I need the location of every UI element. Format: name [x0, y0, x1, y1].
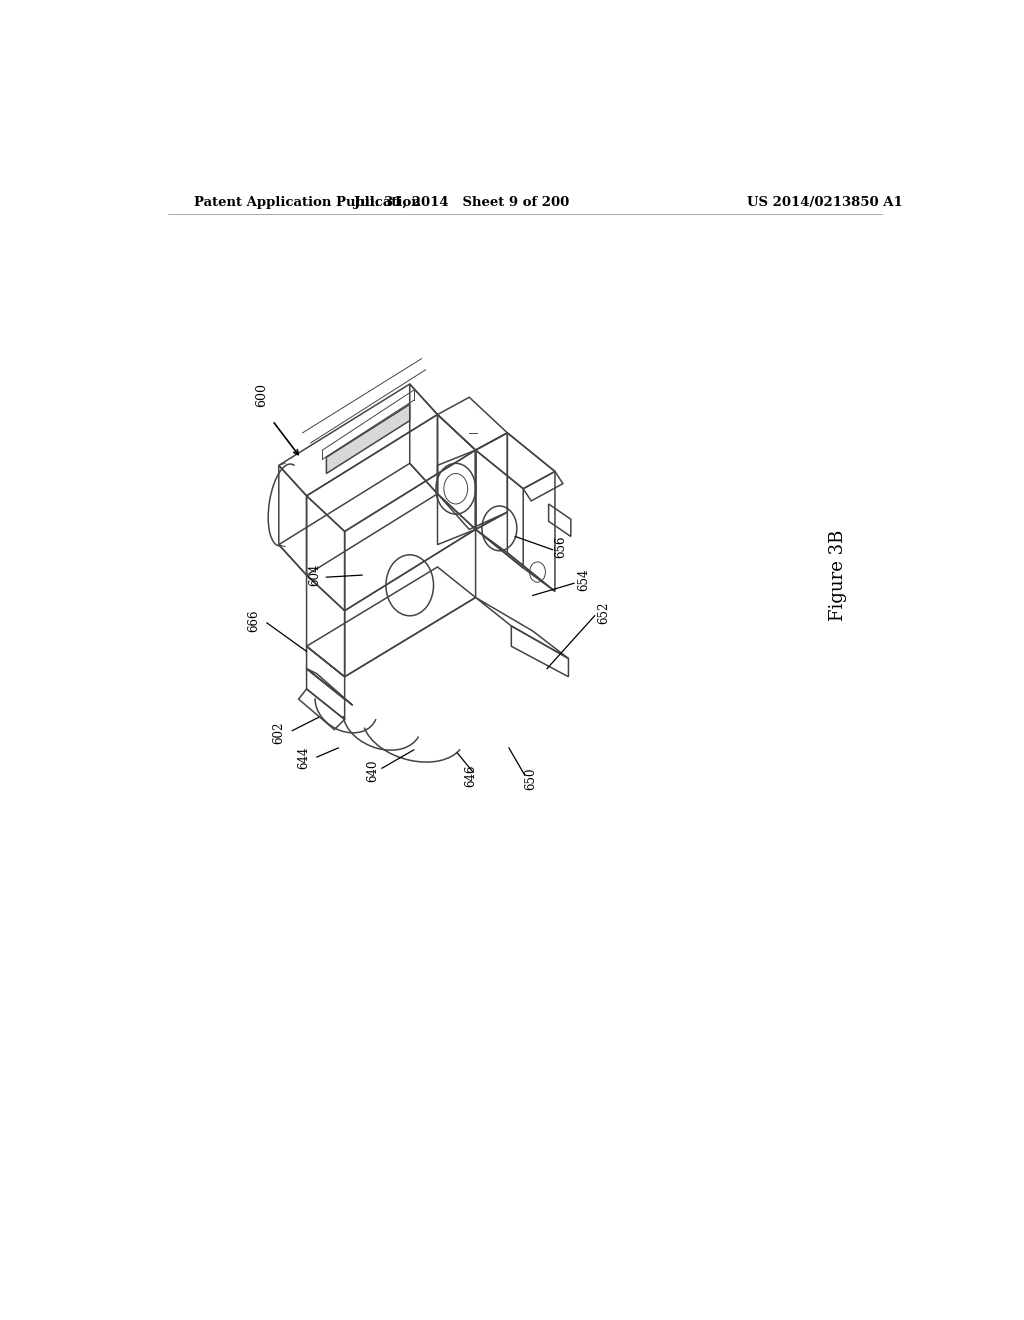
Text: Patent Application Publication: Patent Application Publication	[194, 195, 421, 209]
Text: Jul. 31, 2014   Sheet 9 of 200: Jul. 31, 2014 Sheet 9 of 200	[353, 195, 569, 209]
Text: 602: 602	[272, 722, 286, 744]
Text: 654: 654	[578, 569, 590, 591]
Text: 604: 604	[308, 564, 321, 586]
Text: 646: 646	[464, 764, 477, 787]
Text: US 2014/0213850 A1: US 2014/0213850 A1	[748, 195, 903, 209]
Polygon shape	[327, 404, 410, 474]
Text: 666: 666	[247, 610, 260, 632]
Text: 644: 644	[298, 747, 310, 770]
Text: 652: 652	[598, 602, 610, 624]
Text: Figure 3B: Figure 3B	[829, 529, 847, 620]
Text: 600: 600	[255, 383, 268, 408]
Text: 640: 640	[366, 759, 379, 781]
Text: 650: 650	[524, 767, 537, 789]
Text: 656: 656	[554, 536, 567, 558]
